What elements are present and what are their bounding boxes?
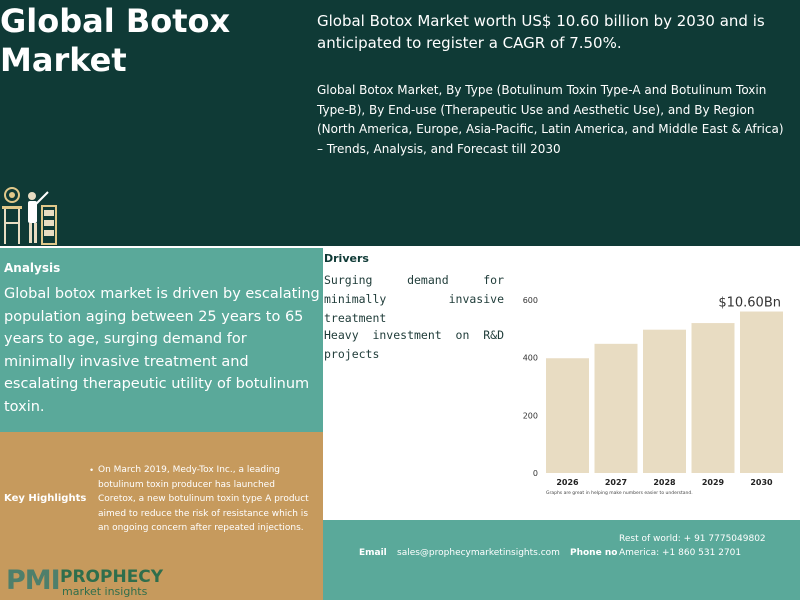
phone-label: Phone no (570, 548, 618, 558)
page-title: Global Botox Market (0, 2, 300, 80)
email-link[interactable]: sales@prophecymarketinsights.com (397, 548, 560, 558)
title-line-2: Market (0, 41, 127, 79)
lab-illustration-icon (2, 187, 57, 245)
key-highlights-title: Key Highlights (4, 493, 87, 504)
x-tick-label: 2030 (750, 478, 773, 487)
y-tick-label: 400 (523, 354, 538, 363)
prophecy-logo: PMI PROPHECY market insights (2, 566, 182, 600)
x-tick-label: 2026 (556, 478, 579, 487)
market-bar-chart: 0 200 400 600 2026 2027 2028 2029 2030 $10.60Bn Gr… (523, 296, 783, 496)
driver-item: Heavy investment on R&D projects (324, 328, 504, 361)
value-annotation: $10.60Bn (718, 296, 781, 311)
chart-footnote: Graphs are great in helping make numbers… (546, 490, 693, 496)
analysis-title: Analysis (4, 261, 61, 275)
phone-america[interactable]: America: +1 860 531 2701 (619, 548, 742, 558)
bar-2027 (594, 343, 638, 473)
analysis-text: Global botox market is driven by escalat… (4, 286, 320, 415)
y-tick-label: 600 (523, 296, 538, 305)
bar-2029 (691, 323, 735, 473)
analysis-panel: Analysis Global botox market is driven b… (0, 248, 323, 432)
y-tick-label: 200 (523, 411, 538, 420)
bar-2030 (740, 311, 783, 473)
bar-2028 (643, 329, 686, 473)
bar-2026 (546, 358, 589, 473)
key-highlight-text: On March 2019, Medy-Tox Inc., a leading … (98, 465, 309, 533)
key-highlights-panel: Key Highlights • On March 2019, Medy-Tox… (0, 432, 323, 600)
headline: Global Botox Market worth US$ 10.60 bill… (317, 12, 765, 52)
header-banner: Global Botox Market Global Botox Market … (0, 0, 800, 246)
email-label: Email (359, 548, 387, 558)
report-subtitle: Global Botox Market, By Type (Botulinum … (317, 83, 784, 156)
logo-name: PROPHECY (60, 567, 164, 587)
x-tick-label: 2028 (653, 478, 676, 487)
x-tick-label: 2027 (605, 478, 627, 487)
logo-tagline: market insights (62, 585, 148, 598)
x-tick-label: 2029 (702, 478, 725, 487)
driver-item: Surging demand for minimally invasive tr… (324, 273, 504, 325)
phone-rest-of-world[interactable]: Rest of world: + 91 7775049802 (619, 534, 766, 544)
contact-footer: Email sales@prophecymarketinsights.com P… (323, 520, 800, 600)
title-line-1: Global Botox (0, 2, 231, 40)
logo-mark: PMI (6, 565, 61, 596)
y-tick-label: 0 (533, 469, 538, 478)
bullet-icon: • (90, 465, 94, 475)
drivers-title: Drivers (324, 252, 369, 265)
